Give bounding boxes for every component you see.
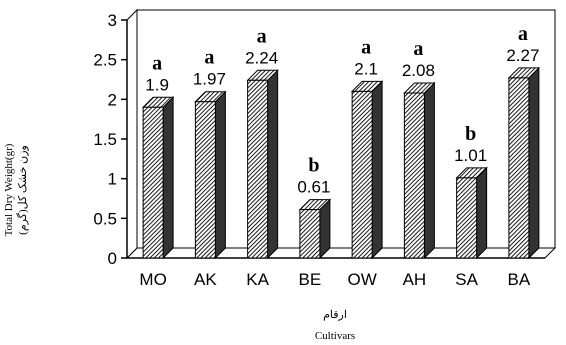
- category-label: OW: [347, 270, 376, 289]
- significance-letter: a: [361, 36, 371, 58]
- bar-side: [162, 96, 174, 260]
- category-label: AH: [403, 270, 427, 289]
- significance-letter: a: [413, 38, 423, 60]
- bar: [299, 209, 321, 259]
- bar: [142, 106, 164, 259]
- significance-letter: b: [308, 155, 319, 177]
- category-label: KA: [246, 270, 269, 289]
- significance-letter: a: [204, 47, 214, 69]
- category-label: MO: [139, 270, 166, 289]
- y-tick-label: 0.5: [93, 209, 117, 228]
- y-axis-title-persian: وزن خشک کل(گرم): [16, 145, 29, 235]
- data-label: 2.1: [354, 59, 378, 78]
- y-axis-title: Total Dry Weight(gr): [3, 143, 15, 236]
- floor: [125, 247, 557, 259]
- bar-side: [371, 80, 383, 260]
- x-axis-title-persian: ارقام: [323, 309, 347, 321]
- side-wall: [126, 8, 138, 260]
- bar-side: [267, 69, 279, 260]
- axes: [121, 8, 557, 260]
- data-label: 1.9: [145, 75, 169, 94]
- data-label: 1.97: [193, 70, 226, 89]
- bars: [141, 66, 541, 260]
- bar: [456, 177, 478, 259]
- bar-side: [214, 90, 226, 260]
- data-label: 0.61: [297, 178, 330, 197]
- data-label: 1.01: [454, 146, 487, 165]
- category-label: BA: [508, 270, 531, 289]
- y-tick-label: 1: [108, 170, 117, 189]
- significance-letter: a: [518, 23, 528, 45]
- bar-side: [528, 66, 540, 260]
- labels: 00.511.522.53MO1.9aAK1.97aKA2.24aBE0.61b…: [93, 11, 539, 289]
- significance-letter: a: [152, 52, 162, 74]
- y-tick-label: 2.5: [93, 51, 117, 70]
- y-tick-label: 0: [108, 249, 117, 268]
- y-tick-label: 1.5: [93, 130, 117, 149]
- data-label: 2.27: [506, 46, 539, 65]
- data-label: 2.08: [402, 61, 435, 80]
- category-label: BE: [299, 270, 322, 289]
- y-tick-label: 3: [108, 11, 117, 30]
- significance-letter: b: [465, 123, 476, 145]
- category-label: SA: [455, 270, 478, 289]
- bar-side: [476, 166, 488, 260]
- category-label: AK: [194, 270, 217, 289]
- bar: [403, 92, 425, 259]
- x-axis-title: Cultivars: [315, 330, 355, 342]
- bar: [247, 79, 269, 259]
- bar-side: [423, 81, 435, 260]
- y-tick-label: 2: [108, 90, 117, 109]
- significance-letter: a: [257, 25, 267, 47]
- data-label: 2.24: [245, 48, 278, 67]
- bar: [508, 77, 530, 259]
- bar: [194, 101, 216, 259]
- bar: [351, 90, 373, 259]
